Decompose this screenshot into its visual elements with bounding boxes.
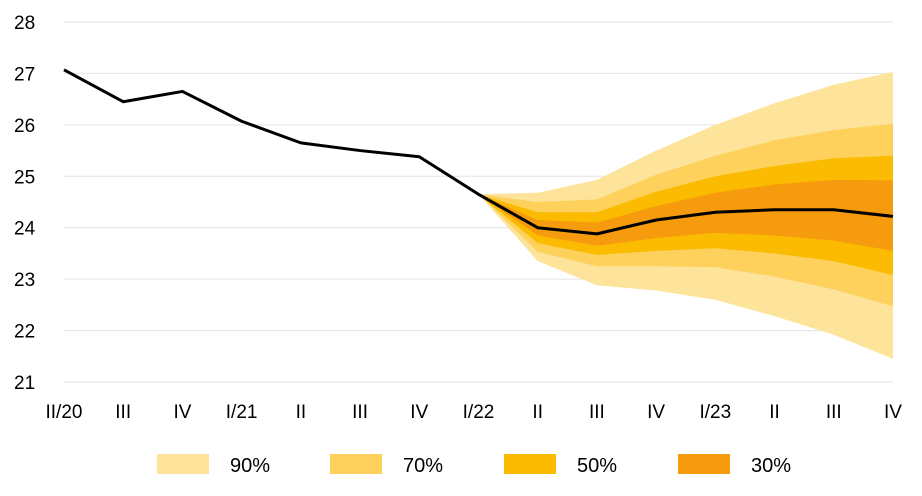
legend-swatch: [330, 454, 382, 474]
x-tick-label: IV: [647, 402, 665, 423]
x-tick-label: I/22: [463, 402, 495, 423]
legend-item: 30%: [678, 454, 791, 477]
y-axis-tick-labels: 21 22 23 24 25 26 27 28: [14, 13, 36, 394]
y-tick-label: 28: [14, 13, 35, 34]
x-tick-label: III: [589, 402, 605, 423]
x-tick-label: III: [352, 402, 368, 423]
legend-label: 90%: [230, 455, 270, 477]
legend-item: 70%: [330, 454, 443, 477]
x-tick-label: II/20: [46, 402, 83, 423]
central-projection-line: [63, 68, 894, 236]
x-tick-label: I/23: [700, 402, 732, 423]
legend-swatch: [504, 454, 556, 474]
legend-item: 50%: [504, 454, 617, 477]
series-line: [63, 68, 894, 236]
x-tick-label: III: [826, 402, 842, 423]
y-tick-label: 24: [14, 219, 36, 240]
legend-swatch: [157, 454, 209, 474]
x-tick-label: IV: [173, 402, 191, 423]
legend: 90% 70% 50% 30%: [157, 454, 791, 477]
legend-label: 70%: [403, 455, 443, 477]
x-tick-label: III: [115, 402, 131, 423]
x-axis-tick-labels: II/20 III IV I/21 II III IV I/22 II III IV I/23 II II…: [46, 402, 903, 423]
y-tick-label: 25: [14, 167, 35, 188]
legend-item: 90%: [157, 454, 270, 477]
y-tick-label: 23: [14, 270, 35, 291]
legend-swatch: [678, 454, 730, 474]
legend-label: 30%: [751, 455, 791, 477]
x-tick-label: II: [296, 402, 307, 423]
y-tick-label: 21: [14, 373, 35, 394]
legend-label: 50%: [577, 455, 617, 477]
y-tick-label: 26: [14, 116, 35, 137]
y-tick-label: 27: [14, 64, 35, 85]
y-tick-label: 22: [14, 322, 35, 343]
x-tick-label: IV: [884, 402, 902, 423]
x-tick-label: II: [769, 402, 780, 423]
x-tick-label: II: [532, 402, 543, 423]
x-tick-label: I/21: [226, 402, 258, 423]
gridlines: [64, 21, 893, 383]
x-tick-label: IV: [410, 402, 428, 423]
